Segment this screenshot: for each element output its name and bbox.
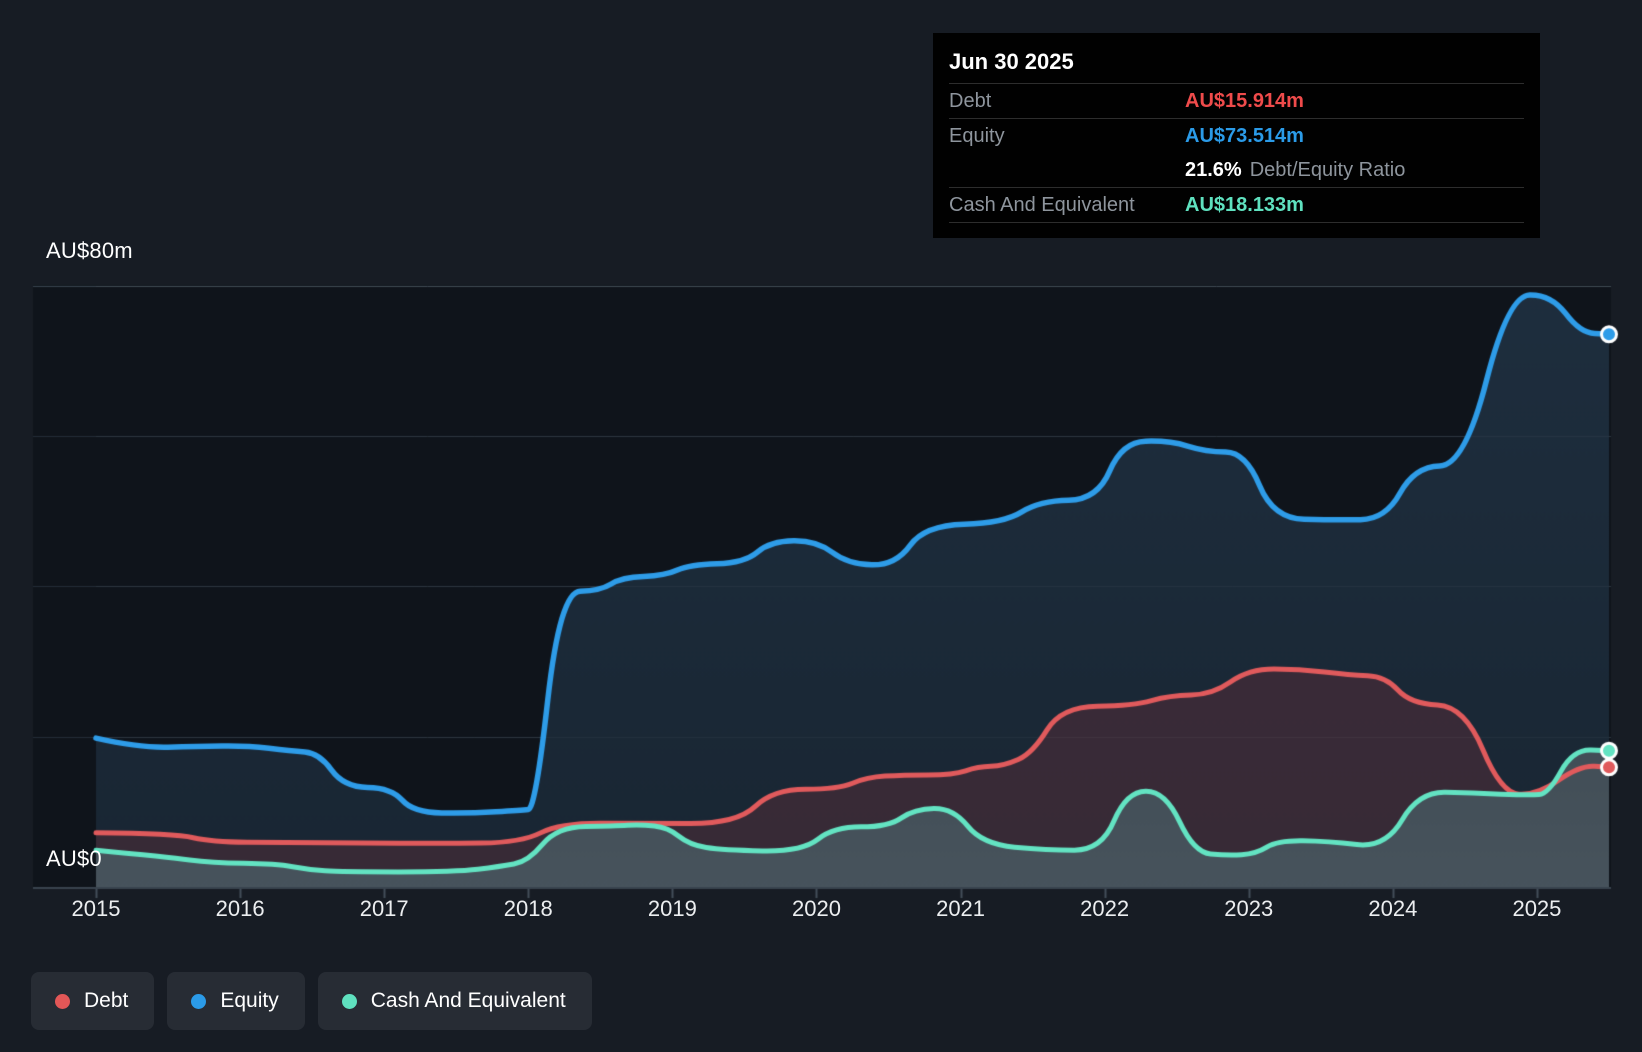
tooltip-equity-label: Equity (949, 124, 1005, 147)
tooltip-debt-row: Debt AU$15.914m (949, 84, 1524, 119)
tooltip-cash-label: Cash And Equivalent (949, 193, 1135, 216)
x-axis-year-label: 2019 (647, 896, 697, 921)
chart-tooltip: Jun 30 2025 Debt AU$15.914m Equity AU$73… (933, 33, 1540, 238)
tooltip-equity-row: Equity AU$73.514m (949, 119, 1524, 153)
x-axis-year-label: 2018 (503, 896, 553, 921)
tooltip-debt-value: AU$15.914m (1185, 89, 1304, 112)
legend-equity-label: Equity (220, 989, 279, 1012)
x-axis-year-label: 2022 (1080, 896, 1130, 921)
legend-item-equity[interactable]: Equity (167, 972, 305, 1030)
legend-cash-label: Cash And Equivalent (370, 989, 566, 1012)
x-axis-year-label: 2017 (359, 896, 409, 921)
tooltip-debt-label: Debt (949, 89, 992, 112)
x-axis-year-label: 2024 (1368, 896, 1418, 921)
tooltip-cash-row: Cash And Equivalent AU$18.133m (949, 188, 1524, 223)
equity-dot-icon (191, 993, 207, 1009)
x-axis-year-label: 2025 (1512, 896, 1562, 921)
x-axis-year-label: 2020 (791, 896, 841, 921)
legend-item-cash[interactable]: Cash And Equivalent (317, 972, 592, 1030)
x-axis-year-label: 2023 (1224, 896, 1274, 921)
tooltip-cash-value: AU$18.133m (1185, 193, 1304, 216)
x-axis-year-label: 2016 (215, 896, 265, 921)
tooltip-equity-value: AU$73.514m (1185, 124, 1304, 147)
legend-item-debt[interactable]: Debt (31, 972, 155, 1030)
cash-dot-icon (341, 993, 357, 1009)
chart-legend: Debt Equity Cash And Equivalent (31, 972, 592, 1030)
tooltip-date: Jun 30 2025 (949, 39, 1524, 84)
legend-debt-label: Debt (84, 989, 129, 1012)
y-axis-zero-label: AU$0 (46, 846, 102, 871)
x-axis-year-label: 2021 (936, 896, 986, 921)
debt-dot-icon (55, 993, 70, 1009)
y-axis-max-label: AU$80m (46, 238, 133, 263)
x-axis-year-label: 2015 (71, 896, 121, 921)
tooltip-ratio-label: Debt/Equity Ratio (1249, 158, 1406, 181)
tooltip-ratio-row: 21.6% Debt/Equity Ratio (949, 153, 1524, 188)
tooltip-ratio-value: 21.6% (1185, 158, 1242, 181)
